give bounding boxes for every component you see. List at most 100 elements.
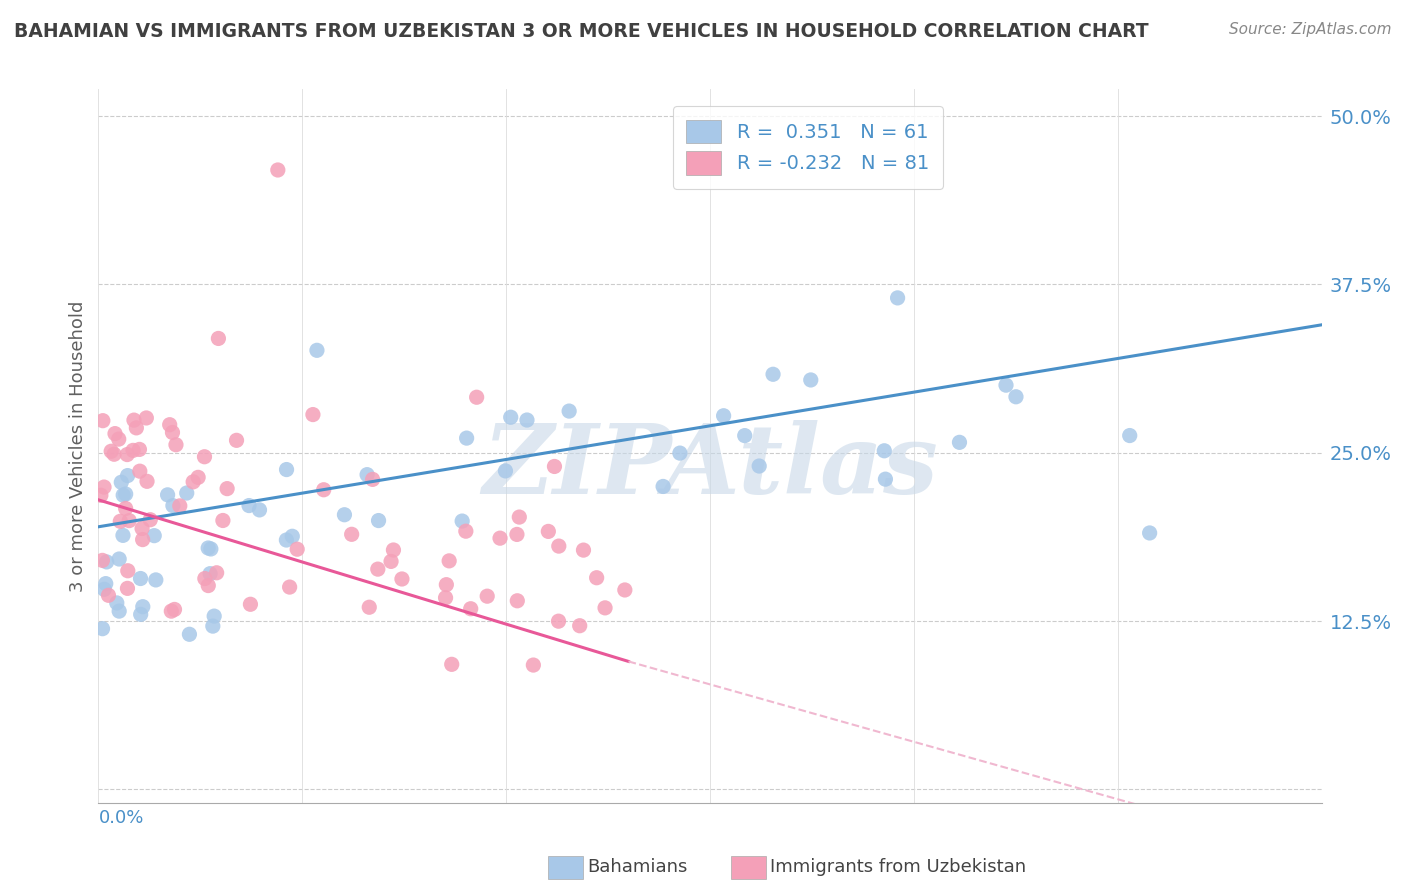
Point	[118, 514, 141, 528]
Point	[568, 618, 591, 632]
Point	[238, 499, 260, 513]
Point	[516, 413, 538, 427]
Point	[302, 408, 325, 422]
Point	[748, 458, 770, 473]
Point	[193, 450, 215, 464]
Point	[499, 410, 522, 425]
Point	[107, 432, 129, 446]
Point	[1139, 525, 1161, 540]
Point	[440, 657, 463, 672]
Point	[572, 543, 595, 558]
Point	[129, 572, 152, 586]
Point	[225, 434, 247, 448]
Point	[558, 404, 581, 418]
Point	[145, 573, 167, 587]
Point	[91, 414, 114, 428]
Point	[495, 464, 517, 478]
Point	[249, 503, 271, 517]
Point	[361, 472, 384, 486]
Point	[948, 435, 970, 450]
Point	[165, 438, 187, 452]
Point	[143, 529, 166, 543]
Point	[96, 555, 118, 569]
Point	[391, 572, 413, 586]
Point	[122, 413, 145, 427]
Point	[800, 373, 823, 387]
Point	[276, 533, 298, 547]
Text: Bahamians: Bahamians	[588, 858, 688, 876]
Point	[114, 501, 136, 516]
Point	[593, 600, 616, 615]
Point	[162, 425, 184, 440]
Point	[217, 482, 239, 496]
Point	[169, 499, 191, 513]
Point	[278, 580, 301, 594]
Point	[477, 589, 499, 603]
Point	[110, 514, 132, 528]
Point	[333, 508, 356, 522]
Point	[437, 554, 460, 568]
Point	[112, 488, 135, 502]
Point	[202, 609, 225, 624]
Point	[125, 421, 148, 435]
Point	[93, 582, 115, 597]
Point	[135, 411, 157, 425]
Y-axis label: 3 or more Vehicles in Household: 3 or more Vehicles in Household	[69, 301, 87, 591]
Point	[380, 554, 402, 568]
Point	[585, 571, 607, 585]
Point	[104, 426, 127, 441]
Point	[117, 468, 139, 483]
Point	[451, 514, 474, 528]
Text: Immigrants from Uzbekistan: Immigrants from Uzbekistan	[770, 858, 1026, 876]
Point	[200, 541, 222, 556]
Text: BAHAMIAN VS IMMIGRANTS FROM UZBEKISTAN 3 OR MORE VEHICLES IN HOUSEHOLD CORRELATI: BAHAMIAN VS IMMIGRANTS FROM UZBEKISTAN 3…	[14, 22, 1149, 41]
Point	[181, 475, 204, 489]
Point	[652, 479, 675, 493]
Point	[382, 543, 405, 558]
Point	[734, 428, 756, 442]
Legend: R =  0.351   N = 61, R = -0.232   N = 81: R = 0.351 N = 61, R = -0.232 N = 81	[673, 106, 943, 188]
Point	[522, 658, 544, 673]
Point	[1119, 428, 1142, 442]
Point	[128, 464, 150, 478]
Point	[547, 614, 569, 628]
Point	[547, 539, 569, 553]
Point	[100, 444, 122, 458]
Point	[197, 578, 219, 592]
Point	[156, 488, 179, 502]
Point	[136, 475, 159, 489]
Point	[613, 582, 636, 597]
Point	[117, 564, 139, 578]
Point	[90, 488, 112, 502]
Point	[128, 442, 150, 457]
Point	[434, 577, 457, 591]
Point	[160, 604, 183, 618]
Point	[111, 528, 134, 542]
Point	[359, 600, 381, 615]
Text: ZIPAtlas: ZIPAtlas	[482, 420, 938, 515]
Point	[434, 591, 457, 605]
Point	[873, 443, 896, 458]
Point	[132, 599, 155, 614]
Point	[489, 531, 512, 545]
Point	[194, 572, 217, 586]
Point	[93, 480, 115, 494]
Point	[312, 483, 335, 497]
Point	[97, 588, 120, 602]
Point	[508, 510, 530, 524]
Point	[108, 552, 131, 566]
Point	[465, 390, 488, 404]
Point	[239, 597, 262, 611]
Point	[105, 596, 128, 610]
Point	[356, 467, 378, 482]
Point	[197, 541, 219, 555]
Point	[94, 576, 117, 591]
Point	[543, 459, 565, 474]
Point	[886, 291, 908, 305]
Point	[367, 562, 389, 576]
Point	[367, 514, 389, 528]
Point	[454, 524, 477, 539]
Point	[129, 607, 152, 622]
Point	[713, 409, 735, 423]
Point	[122, 443, 145, 458]
